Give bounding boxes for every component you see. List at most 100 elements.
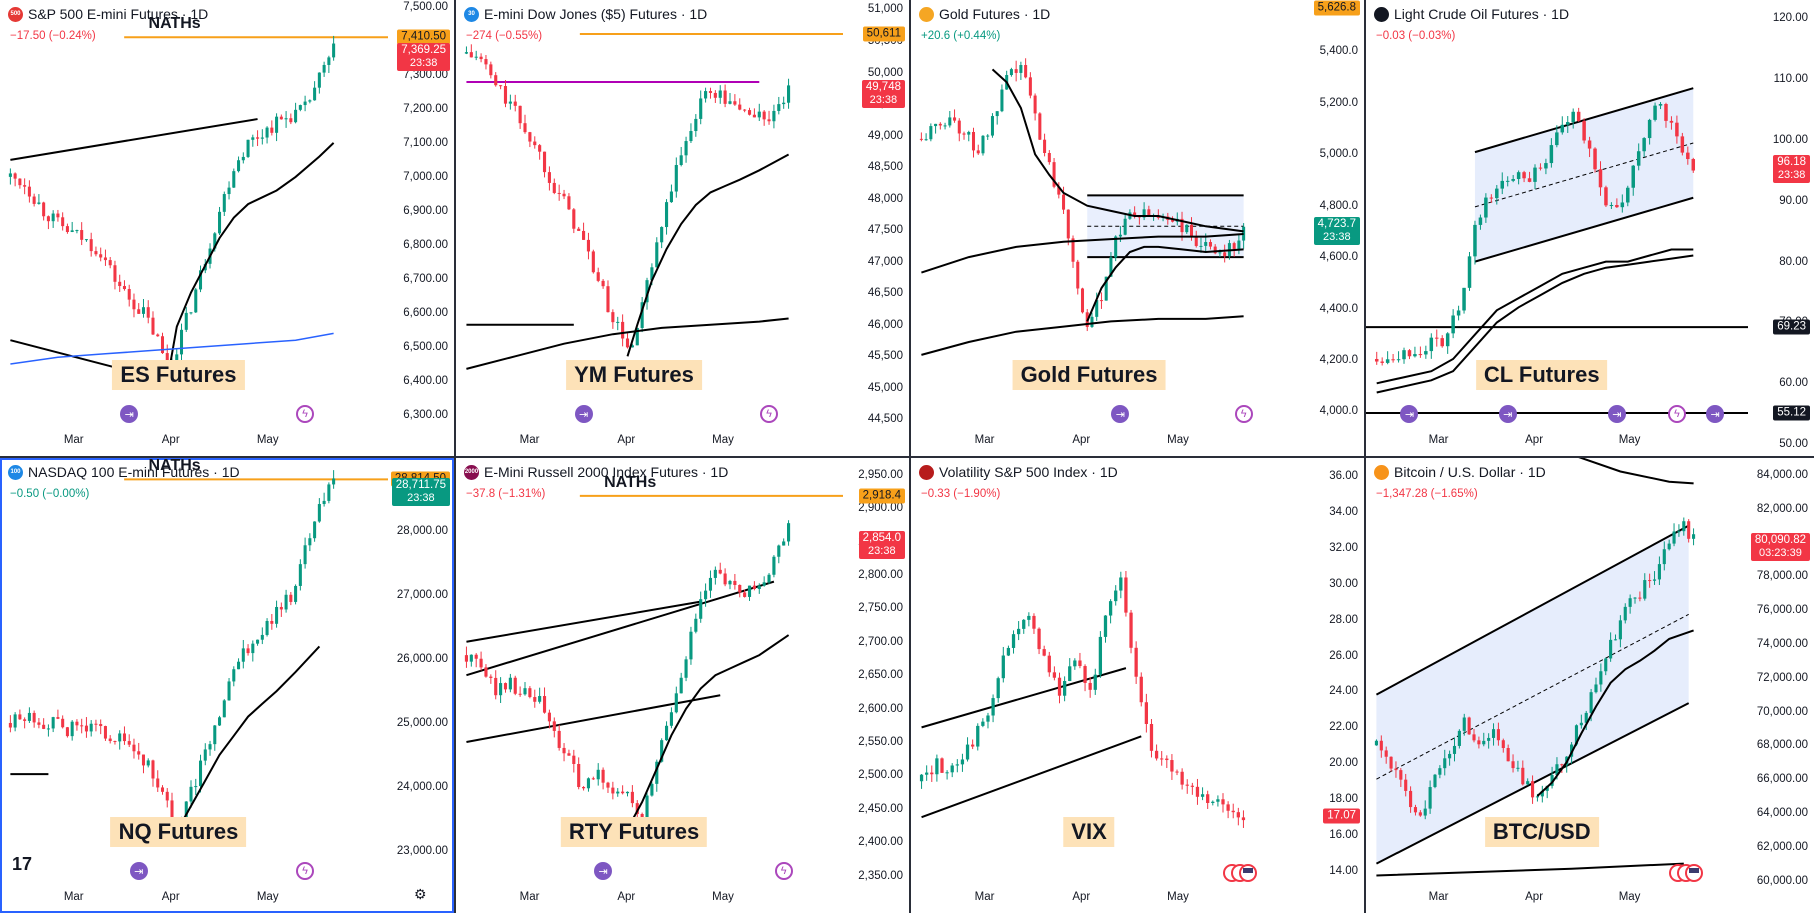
candle [1423,800,1427,820]
gear-icon[interactable]: ⚙ [414,886,427,902]
candle [1428,780,1432,814]
candle [508,673,512,693]
price-axis[interactable]: 2,950.002,900.002,850.002,800.002,750.00… [843,458,909,913]
dividend-event-icon[interactable]: ⇥ [129,862,148,880]
split-event-icon[interactable]: ϟ [774,862,793,880]
trendline [466,694,721,743]
time-axis[interactable]: Mar Apr May [456,889,843,909]
time-axis[interactable]: Mar Apr May [456,432,843,452]
candle [1093,668,1097,695]
chart-panel-rty[interactable]: 2000 E-Mini Russell 2000 Index Futures · … [456,458,909,913]
candle [108,735,112,744]
channel-bottom-line [1474,196,1694,263]
price-plot[interactable] [0,458,388,889]
candle [289,591,293,606]
time-axis[interactable]: Mar Apr May [911,889,1298,909]
chart-panel-gc[interactable]: Gold Futures · 1D +20.6 (+0.44%) ⇥ ϟ 5,400.0… [911,0,1364,456]
chart-panel-cl[interactable]: Light Crude Oil Futures · 1D −0.03 (−0.03… [1366,0,1814,456]
price-axis[interactable]: 36.00 34.00 32.00 30.00 28.00 26.00 24.00 22.00… [1298,458,1364,913]
candle [1501,738,1505,753]
time-axis[interactable]: Mar Apr May [1366,432,1748,452]
split-event-icon[interactable]: ϟ [296,405,315,423]
candle [655,237,659,268]
chart-panel-ym[interactable]: 30 E-mini Dow Jones ($5) Futures · 1D −274… [456,0,909,456]
split-event-icon[interactable]: ϟ [760,405,779,423]
candle [241,152,245,164]
dividend-event-icon[interactable]: ⇥ [1607,405,1626,423]
symbol-header[interactable]: 100 NASDAQ 100 E-mini Futures · 1D [8,464,240,480]
candle [203,743,207,766]
candle [1669,116,1674,130]
symbol-header[interactable]: 2000 E-Mini Russell 2000 Index Futures · … [464,464,728,480]
candle [1394,761,1398,778]
candle [1626,185,1630,207]
time-tick: May [1618,434,1641,446]
price-plot[interactable] [456,0,843,432]
split-event-icon[interactable]: ϟ [1234,405,1253,423]
candle [777,96,781,115]
price-axis[interactable]: 84,000.0082,000.0080,000.0078,000.0076,0… [1748,458,1814,913]
candle [270,120,274,136]
chart-panel-btc[interactable]: Bitcoin / U.S. Dollar · 1D −1,347.28 (−1.… [1366,458,1814,913]
symbol-header[interactable]: 30 E-mini Dow Jones ($5) Futures · 1D [464,6,707,22]
dividend-event-icon[interactable]: ⇥ [1498,405,1517,423]
candle [1413,346,1417,358]
symbol-header[interactable]: 500 S&P 500 E-mini Futures · 1D [8,6,208,22]
chart-panel-vix[interactable]: Volatility S&P 500 Index · 1D −0.33 (−1.9… [911,458,1364,913]
price-plot[interactable] [456,458,843,889]
price-axis[interactable]: 28,000.00 27,000.00 26,000.00 25,000.00 24,0… [388,458,454,913]
candle [51,716,55,733]
dividend-event-icon[interactable]: ⇥ [1111,405,1130,423]
candle [621,785,625,795]
time-tick: May [712,434,734,446]
price-axis[interactable]: 5,400.0 5,200.0 5,000.0 4,800.0 4,600.0 4,400… [1298,0,1364,456]
dividend-event-icon[interactable]: ⇥ [120,405,139,423]
dividend-event-icon[interactable]: ⇥ [1400,405,1419,423]
candle [1435,329,1439,347]
us-flag-icon[interactable] [1668,863,1703,883]
symbol-header[interactable]: Gold Futures · 1D [919,6,1050,22]
candle [757,103,761,122]
price-plot[interactable] [0,0,388,432]
symbol-header[interactable]: Light Crude Oil Futures · 1D [1374,6,1569,22]
price-label-value: 50,611 [866,27,901,40]
symbol-header[interactable]: Volatility S&P 500 Index · 1D [919,464,1118,480]
time-axis[interactable]: Mar Apr May [0,432,388,452]
price-plot[interactable] [911,458,1298,889]
candle [1042,645,1046,657]
price-tick: 22.00 [1329,721,1358,734]
time-tick: Mar [519,891,540,903]
dividend-event-icon[interactable]: ⇥ [594,862,613,880]
candle [1647,118,1652,145]
candle [308,99,312,104]
chart-panel-nq[interactable]: 100 NASDAQ 100 E-mini Futures · 1D −0.50 (… [0,458,454,913]
price-axis[interactable]: 120.00110.00100.0090.0080.0070.0060.0050… [1748,0,1814,456]
time-axis[interactable]: Mar Apr May [0,889,388,909]
split-event-icon[interactable]: ϟ [1667,405,1686,423]
candle [786,520,791,546]
candle [1066,209,1070,246]
price-axis[interactable]: 51,00050,50050,00049,50049,00048,50048,0… [843,0,909,456]
candle [127,734,131,748]
candle [237,658,241,670]
time-axis[interactable]: Mar Apr May [911,432,1298,452]
candle [1047,651,1051,677]
time-axis[interactable]: Mar Apr May [1366,889,1748,909]
candle [1200,787,1205,801]
symbol-header[interactable]: Bitcoin / U.S. Dollar · 1D [1374,464,1546,480]
price-change: −0.03 (−0.03%) [1376,30,1456,42]
price-plot[interactable] [1366,0,1748,432]
candle [1000,84,1004,113]
dividend-event-icon[interactable]: ⇥ [1706,405,1725,423]
tradingview-logo-icon[interactable]: 17 [12,854,33,874]
split-event-icon[interactable]: ϟ [296,862,315,880]
candle [474,50,478,61]
dividend-event-icon[interactable]: ⇥ [574,405,593,423]
candle [1073,658,1077,670]
price-plot[interactable] [1366,458,1748,889]
price-tick: 100.00 [1772,133,1808,146]
us-flag-icon[interactable] [1223,863,1258,883]
candle [503,682,508,693]
chart-panel-es[interactable]: 500 S&P 500 E-mini Futures · 1D −17.50 (−0… [0,0,454,456]
price-plot[interactable] [911,0,1298,432]
